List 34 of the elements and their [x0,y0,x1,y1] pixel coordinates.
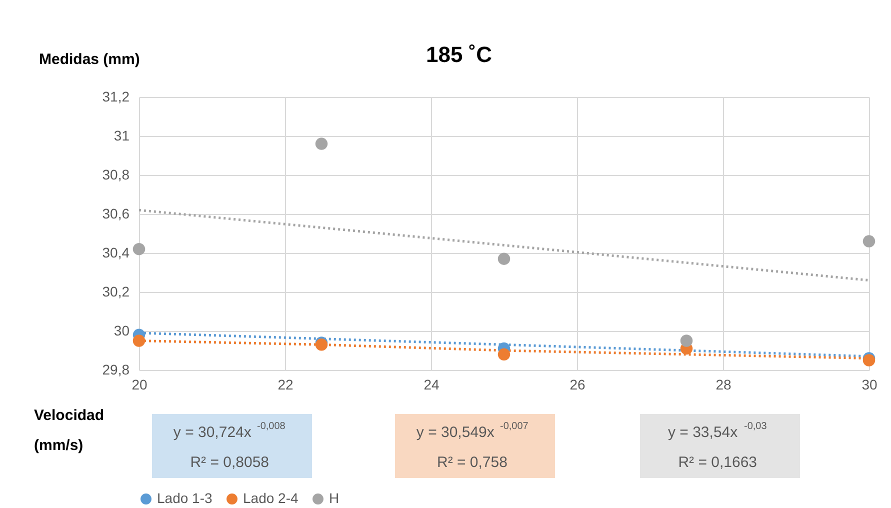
y-tick-label: 30,8 [102,166,130,182]
text: R² = 0,1663 [678,454,758,471]
point [498,348,510,361]
x-tick-label: 24 [424,376,440,392]
y-tick-label: 30,6 [102,206,130,222]
x-tick-label: 26 [570,376,586,392]
text: R² = 0,758 [437,454,508,471]
y-tick-label: 31,2 [102,88,130,104]
point [680,334,693,347]
point [132,334,146,347]
y-tick-label: 30,4 [102,244,130,260]
line-series [138,208,870,282]
point [315,138,328,150]
x-tick-label: 22 [278,376,294,392]
point [862,235,876,248]
y-tick-label: 31 [114,128,130,144]
text: y = 33,54x-0,03 [668,421,768,441]
x-tick-label: 30 [862,376,878,392]
y-axis-title: Medidas (mm) [39,51,140,68]
legend-label: Lado 2-4 [243,490,298,506]
point [498,252,510,265]
legend-label: Lado 1-3 [157,490,212,506]
point [132,242,146,256]
text: y = 30,724x-0,008 [173,421,286,441]
chart-title: 185 ˚C [426,42,492,67]
x-tick-label: 20 [132,376,148,392]
x-axis-title: Velocidad (mm/s) [34,407,104,454]
y-tick-label: 30,2 [102,284,130,300]
x-tick-label: 28 [716,376,732,392]
legend-label: H [329,490,340,506]
text: y = 30,549x-0,007 [416,421,529,441]
y-tick-label: 30 [114,322,130,338]
y-tick-label: 29,8 [102,362,130,378]
text: R² = 0,8058 [190,454,270,471]
